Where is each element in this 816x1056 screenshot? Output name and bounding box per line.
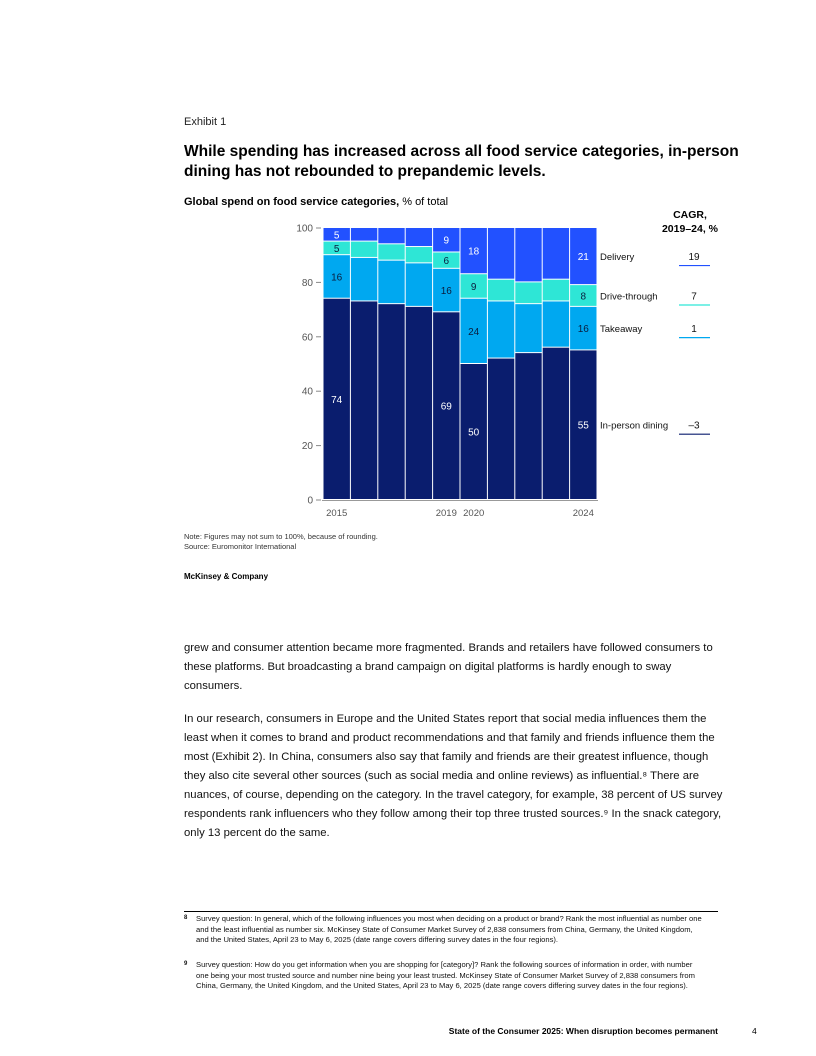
data-label: 69 [441, 402, 453, 413]
bar-segment-drive-through-2019 [433, 252, 460, 268]
chart-subtitle-bold: Global spend on food service categories, [184, 196, 400, 208]
y-tick-label: 0 [307, 496, 313, 507]
bar-segment-drive-through-2016 [350, 241, 378, 257]
cagr-value: –3 [688, 421, 700, 432]
legend-label: Delivery [600, 252, 635, 263]
bar-segment-delivery-2023 [542, 228, 570, 279]
bar-segment-takeaway-2018 [405, 263, 433, 306]
bar-segment-takeaway-2017 [378, 260, 405, 304]
legend-label: Drive-through [600, 292, 658, 303]
x-tick-label: 2015 [326, 508, 347, 519]
y-tick-label: 20 [302, 441, 314, 452]
bar-segment-drive-through-2024 [570, 285, 597, 306]
bar-segment-delivery-2024 [570, 228, 597, 285]
bar-segment-takeaway-2022 [515, 304, 542, 353]
bar-segment-drive-through-2021 [487, 279, 515, 301]
data-label: 8 [581, 292, 587, 303]
bar-segment-delivery-2022 [515, 228, 542, 282]
data-label: 55 [578, 421, 590, 432]
bar-segment-in-person-dining-2015 [323, 298, 350, 499]
bar-segment-in-person-dining-2020 [460, 364, 487, 499]
footnote-number: 8 [184, 915, 188, 921]
cagr-header-line1: CAGR, [673, 209, 707, 221]
bar-segment-delivery-2020 [460, 228, 487, 274]
bar-segment-in-person-dining-2024 [570, 350, 597, 499]
bar-segment-takeaway-2024 [570, 306, 597, 350]
bar-segment-in-person-dining-2021 [487, 358, 515, 499]
data-label: 21 [578, 252, 590, 263]
footnote-divider [184, 911, 718, 912]
bar-segment-takeaway-2016 [350, 257, 378, 301]
page-footer-title: State of the Consumer 2025: When disrupt… [448, 1026, 718, 1036]
bar-segment-drive-through-2020 [460, 274, 487, 298]
footnote-text: Survey question: In general, which of th… [196, 914, 702, 945]
exhibit-label: Exhibit 1 [184, 116, 227, 128]
data-label: 16 [578, 324, 590, 335]
y-tick-label: 40 [302, 387, 314, 398]
cagr-header: CAGR, 2019–24, % [650, 208, 730, 236]
bar-segment-takeaway-2019 [433, 268, 460, 312]
y-tick-label: 60 [302, 332, 314, 343]
data-label: 24 [468, 327, 480, 338]
legend-label: In-person dining [600, 421, 668, 432]
bar-segment-drive-through-2023 [542, 279, 570, 301]
data-label: 18 [468, 247, 480, 258]
data-label: 9 [444, 236, 450, 247]
bar-segment-delivery-2021 [487, 228, 515, 279]
data-label: 6 [444, 256, 450, 267]
exhibit-title: While spending has increased across all … [184, 143, 739, 180]
bar-segment-delivery-2019 [433, 228, 460, 252]
y-tick-label: 100 [296, 224, 313, 235]
bar-segment-drive-through-2017 [378, 244, 405, 260]
body-paragraph: In our research, consumers in Europe and… [184, 713, 723, 839]
data-label: 5 [334, 230, 340, 241]
footnote-text: Survey question: How do you get informat… [196, 960, 695, 991]
data-label: 9 [471, 282, 477, 293]
cagr-value: 1 [691, 324, 697, 335]
bar-segment-drive-through-2018 [405, 247, 433, 263]
note-text: Note: Figures may not sum to 100%, becau… [184, 532, 378, 541]
data-label: 5 [334, 244, 340, 255]
footnote: 8 Survey question: In general, which of t… [184, 914, 704, 946]
cagr-value: 19 [688, 252, 700, 263]
data-label: 16 [441, 286, 453, 297]
cagr-value: 7 [691, 292, 697, 303]
cagr-header-line2: 2019–24, % [661, 223, 719, 235]
bar-segment-takeaway-2015 [323, 255, 350, 298]
legend-label: Takeaway [600, 324, 642, 335]
x-tick-label: 2019 [436, 508, 457, 519]
y-tick-label: 80 [302, 278, 314, 289]
bar-segment-delivery-2015 [323, 228, 350, 241]
x-tick-label: 2024 [573, 508, 594, 519]
bar-segment-in-person-dining-2022 [515, 353, 542, 499]
footnote: 9 Survey question: How do you get informa… [184, 960, 704, 992]
x-tick-label: 2020 [463, 508, 484, 519]
bar-segment-drive-through-2022 [515, 282, 542, 304]
data-label: 74 [331, 395, 343, 406]
chart-subtitle: Global spend on food service categories,… [184, 196, 448, 208]
bar-segment-in-person-dining-2016 [350, 301, 378, 499]
bar-segment-in-person-dining-2023 [542, 347, 570, 499]
page-number: 4 [752, 1026, 757, 1036]
bar-segment-delivery-2017 [378, 228, 405, 244]
data-label: 16 [331, 272, 343, 283]
source-text: Source: Euromonitor International [184, 541, 297, 551]
chart-subtitle-unit: % of total [399, 196, 449, 208]
bar-segment-in-person-dining-2019 [433, 312, 460, 499]
bar-segment-delivery-2018 [405, 228, 433, 247]
bar-segment-takeaway-2020 [460, 298, 487, 363]
brand-logo-text: McKinsey & Company [184, 572, 269, 581]
bar-segment-in-person-dining-2018 [405, 306, 433, 499]
body-paragraph: grew and consumer attention became more … [184, 642, 713, 692]
footnote-number: 9 [184, 961, 188, 967]
bar-segment-delivery-2016 [350, 228, 378, 241]
bar-segment-takeaway-2023 [542, 301, 570, 347]
data-label: 50 [468, 428, 480, 439]
bar-segment-takeaway-2021 [487, 301, 515, 358]
stacked-bar-chart: 0204060801007416552015691669201950249182… [296, 224, 710, 519]
bar-segment-in-person-dining-2017 [378, 304, 405, 499]
bar-segment-drive-through-2015 [323, 241, 350, 255]
chart-notes: Note: Figures may not sum to 100%, becau… [184, 532, 378, 551]
